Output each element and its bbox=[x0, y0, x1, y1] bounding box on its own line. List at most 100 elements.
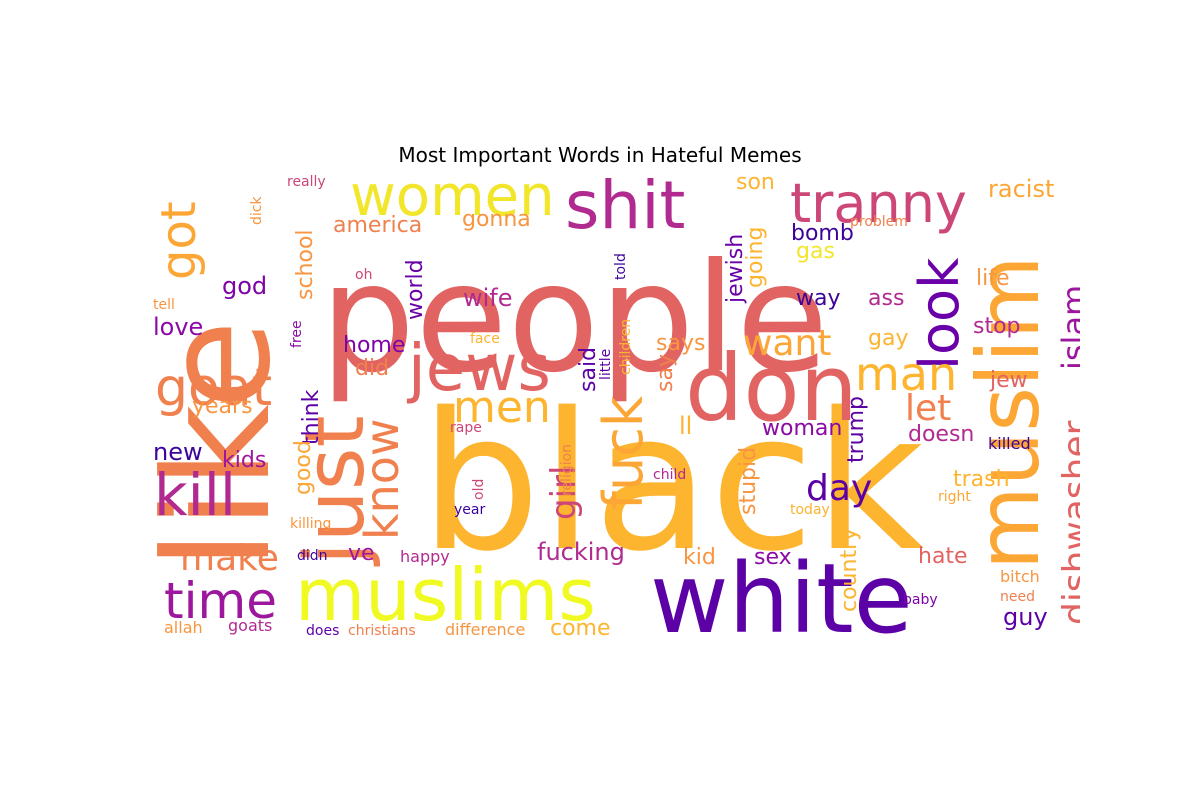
word-man: man bbox=[855, 347, 957, 401]
word-just: just bbox=[288, 415, 383, 567]
word-jewish: jewish bbox=[723, 234, 748, 304]
word-happy: happy bbox=[400, 547, 450, 566]
word-right: right bbox=[938, 489, 971, 505]
word-muslims: muslims bbox=[295, 553, 596, 637]
word-way: way bbox=[796, 286, 841, 311]
word-got: got bbox=[151, 201, 207, 280]
word-women: women bbox=[350, 170, 555, 229]
word-baby: baby bbox=[903, 592, 938, 608]
word-rape: rape bbox=[450, 420, 482, 436]
word-make: make bbox=[180, 538, 279, 579]
word-killed: killed bbox=[988, 434, 1031, 453]
word-didn: didn bbox=[297, 548, 328, 564]
word-said: said bbox=[576, 347, 601, 392]
chart-title: Most Important Words in Hateful Memes bbox=[398, 143, 802, 167]
word-muslim: muslim bbox=[959, 255, 1059, 570]
word-dishwasher: dishwasher bbox=[1056, 420, 1080, 625]
word-says: says bbox=[656, 331, 705, 356]
word-school: school bbox=[293, 229, 318, 300]
word-woman: woman bbox=[762, 416, 842, 441]
word-kill: kill bbox=[154, 461, 236, 529]
word-dick: dick bbox=[249, 196, 265, 225]
word-time: time bbox=[164, 572, 277, 630]
word-little: little bbox=[598, 349, 614, 380]
word-black: black bbox=[420, 372, 924, 593]
word-gas: gas bbox=[796, 239, 835, 264]
word-islam: islam bbox=[1055, 285, 1080, 370]
word-son: son bbox=[736, 170, 775, 195]
word-ll: ll bbox=[679, 412, 692, 440]
word-did: did bbox=[355, 356, 389, 381]
word-bomb: bomb bbox=[791, 221, 854, 246]
word-trash: trash bbox=[953, 467, 1010, 492]
word-sex: sex bbox=[754, 545, 792, 570]
word-christians: christians bbox=[348, 623, 416, 639]
word-stupid: stupid bbox=[736, 447, 761, 515]
word-free: free bbox=[289, 320, 305, 348]
word-years: years bbox=[192, 394, 253, 419]
word-good: good bbox=[291, 440, 316, 495]
word-goat: goat bbox=[155, 358, 272, 418]
word-people: people bbox=[320, 232, 828, 406]
word-stop: stop bbox=[973, 314, 1021, 339]
word-kid: kid bbox=[683, 545, 716, 570]
word-country: country bbox=[837, 528, 862, 612]
word-year: year bbox=[454, 502, 485, 518]
word-need: need bbox=[1000, 589, 1035, 605]
word-gay: gay bbox=[868, 326, 908, 351]
word-trump: trump bbox=[844, 396, 869, 463]
word-girl: girl bbox=[544, 466, 584, 520]
word-let: let bbox=[905, 388, 951, 429]
word-children: children bbox=[618, 319, 634, 375]
word-like: like bbox=[150, 320, 303, 570]
word-fucking: fucking bbox=[537, 538, 625, 566]
word-face: face bbox=[470, 331, 500, 347]
word-know: know bbox=[355, 418, 409, 540]
word-allah: allah bbox=[164, 618, 203, 637]
word-old: old bbox=[471, 479, 487, 500]
word-life: life bbox=[976, 266, 1010, 291]
word-don: don bbox=[685, 335, 858, 442]
word-does: does bbox=[306, 623, 339, 639]
word-ass: ass bbox=[868, 286, 904, 311]
word-jews: jews bbox=[406, 332, 551, 406]
word-oh: oh bbox=[355, 267, 372, 283]
word-jew: jew bbox=[989, 368, 1028, 393]
word-want: want bbox=[743, 323, 831, 364]
word-really: really bbox=[287, 174, 326, 190]
word-think: think bbox=[299, 389, 324, 445]
word-problem: problem bbox=[850, 214, 908, 230]
word-bitch: bitch bbox=[1000, 567, 1040, 586]
word-world: world bbox=[403, 259, 428, 320]
word-religion: religion bbox=[559, 444, 575, 496]
word-america: america bbox=[333, 213, 422, 238]
word-kids: kids bbox=[222, 448, 266, 473]
word-home: home bbox=[343, 333, 405, 358]
word-new: new bbox=[153, 438, 203, 466]
word-white: white bbox=[650, 543, 913, 644]
word-look: look bbox=[908, 257, 971, 370]
word-fuck: fuck bbox=[592, 395, 655, 510]
word-men: men bbox=[453, 382, 551, 433]
word-wife: wife bbox=[463, 284, 513, 312]
word-doesn: doesn bbox=[908, 422, 974, 447]
word-going: going bbox=[743, 227, 768, 288]
word-day: day bbox=[806, 468, 872, 509]
word-guy: guy bbox=[1003, 603, 1048, 631]
word-tell: tell bbox=[153, 297, 175, 313]
word-god: god bbox=[222, 272, 267, 300]
word-child: child bbox=[653, 467, 686, 483]
word-today: today bbox=[790, 502, 830, 518]
word-love: love bbox=[153, 313, 203, 341]
word-say: say bbox=[653, 354, 678, 392]
word-racist: racist bbox=[988, 175, 1054, 203]
word-difference: difference bbox=[445, 620, 525, 639]
word-ve: ve bbox=[348, 541, 375, 566]
word-hate: hate bbox=[918, 544, 968, 569]
word-tranny: tranny bbox=[790, 172, 967, 235]
word-gonna: gonna bbox=[462, 207, 531, 232]
word-come: come bbox=[550, 616, 611, 641]
word-shit: shit bbox=[565, 170, 685, 244]
word-told: told bbox=[613, 253, 629, 280]
